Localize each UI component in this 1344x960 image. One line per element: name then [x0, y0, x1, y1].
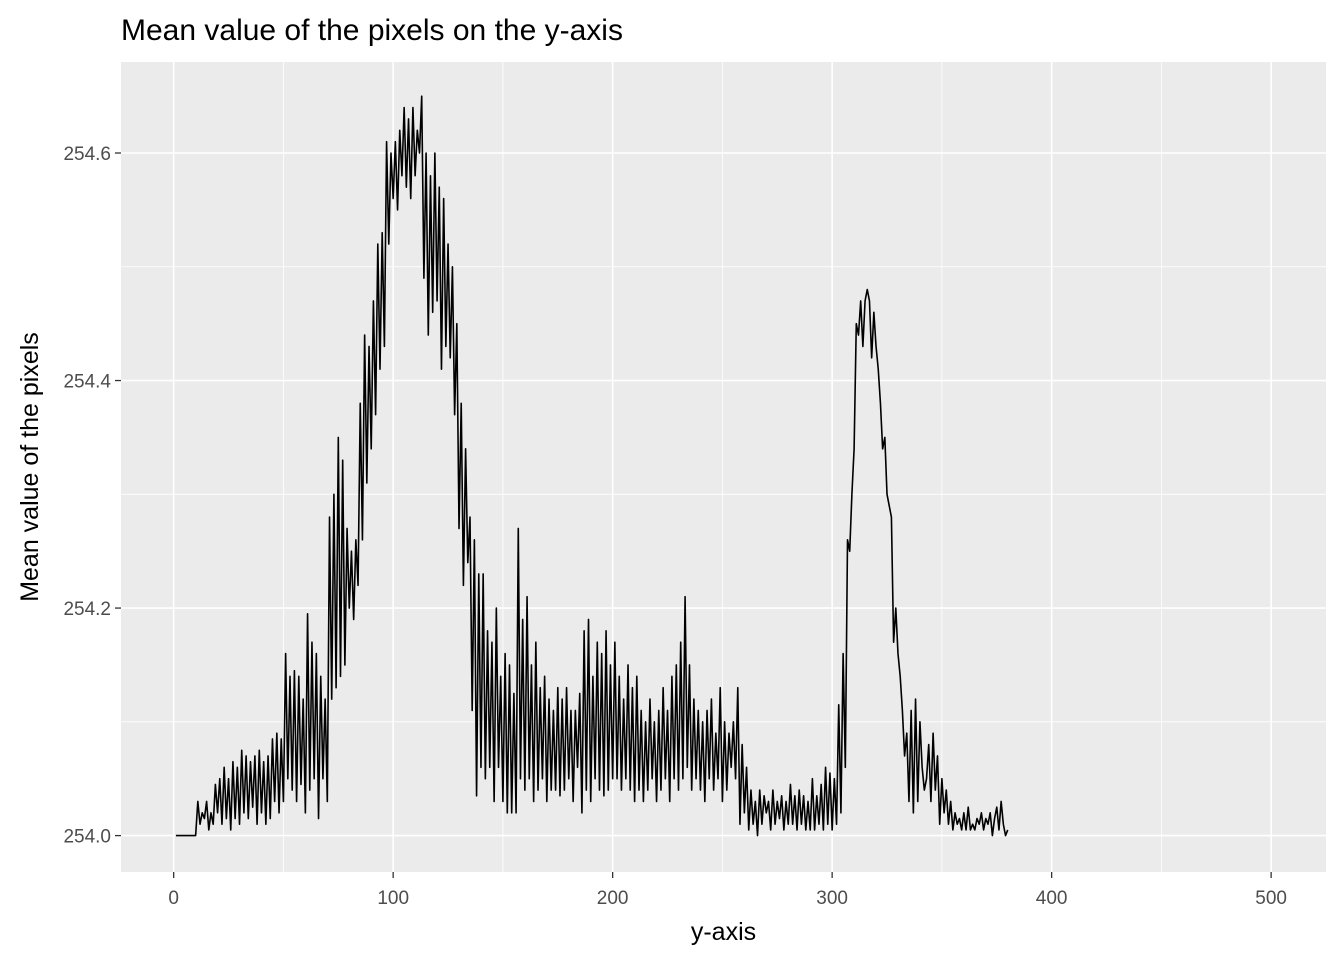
x-axis-title: y-axis [691, 918, 756, 946]
x-tick-label: 400 [1036, 888, 1068, 909]
y-tick-label: 254.4 [63, 372, 111, 393]
chart-title: Mean value of the pixels on the y-axis [121, 14, 623, 47]
minor-gridlines [121, 62, 1326, 872]
series-line [175, 95, 1009, 837]
x-axis-ticks: 0 100 200 300 400 500 [168, 872, 1287, 909]
y-tick-label: 254.0 [63, 827, 111, 848]
x-tick-label: 500 [1255, 888, 1287, 909]
y-axis-ticks: 254.0 254.2 254.4 254.6 [63, 144, 121, 848]
y-axis-title: Mean value of the pixels [16, 332, 44, 602]
x-tick-label: 100 [377, 888, 409, 909]
y-tick-label: 254.2 [63, 599, 111, 620]
x-tick-label: 200 [597, 888, 629, 909]
y-tick-label: 254.6 [63, 144, 111, 165]
x-tick-label: 0 [168, 888, 179, 909]
major-gridlines [121, 62, 1326, 872]
x-tick-label: 300 [816, 888, 848, 909]
